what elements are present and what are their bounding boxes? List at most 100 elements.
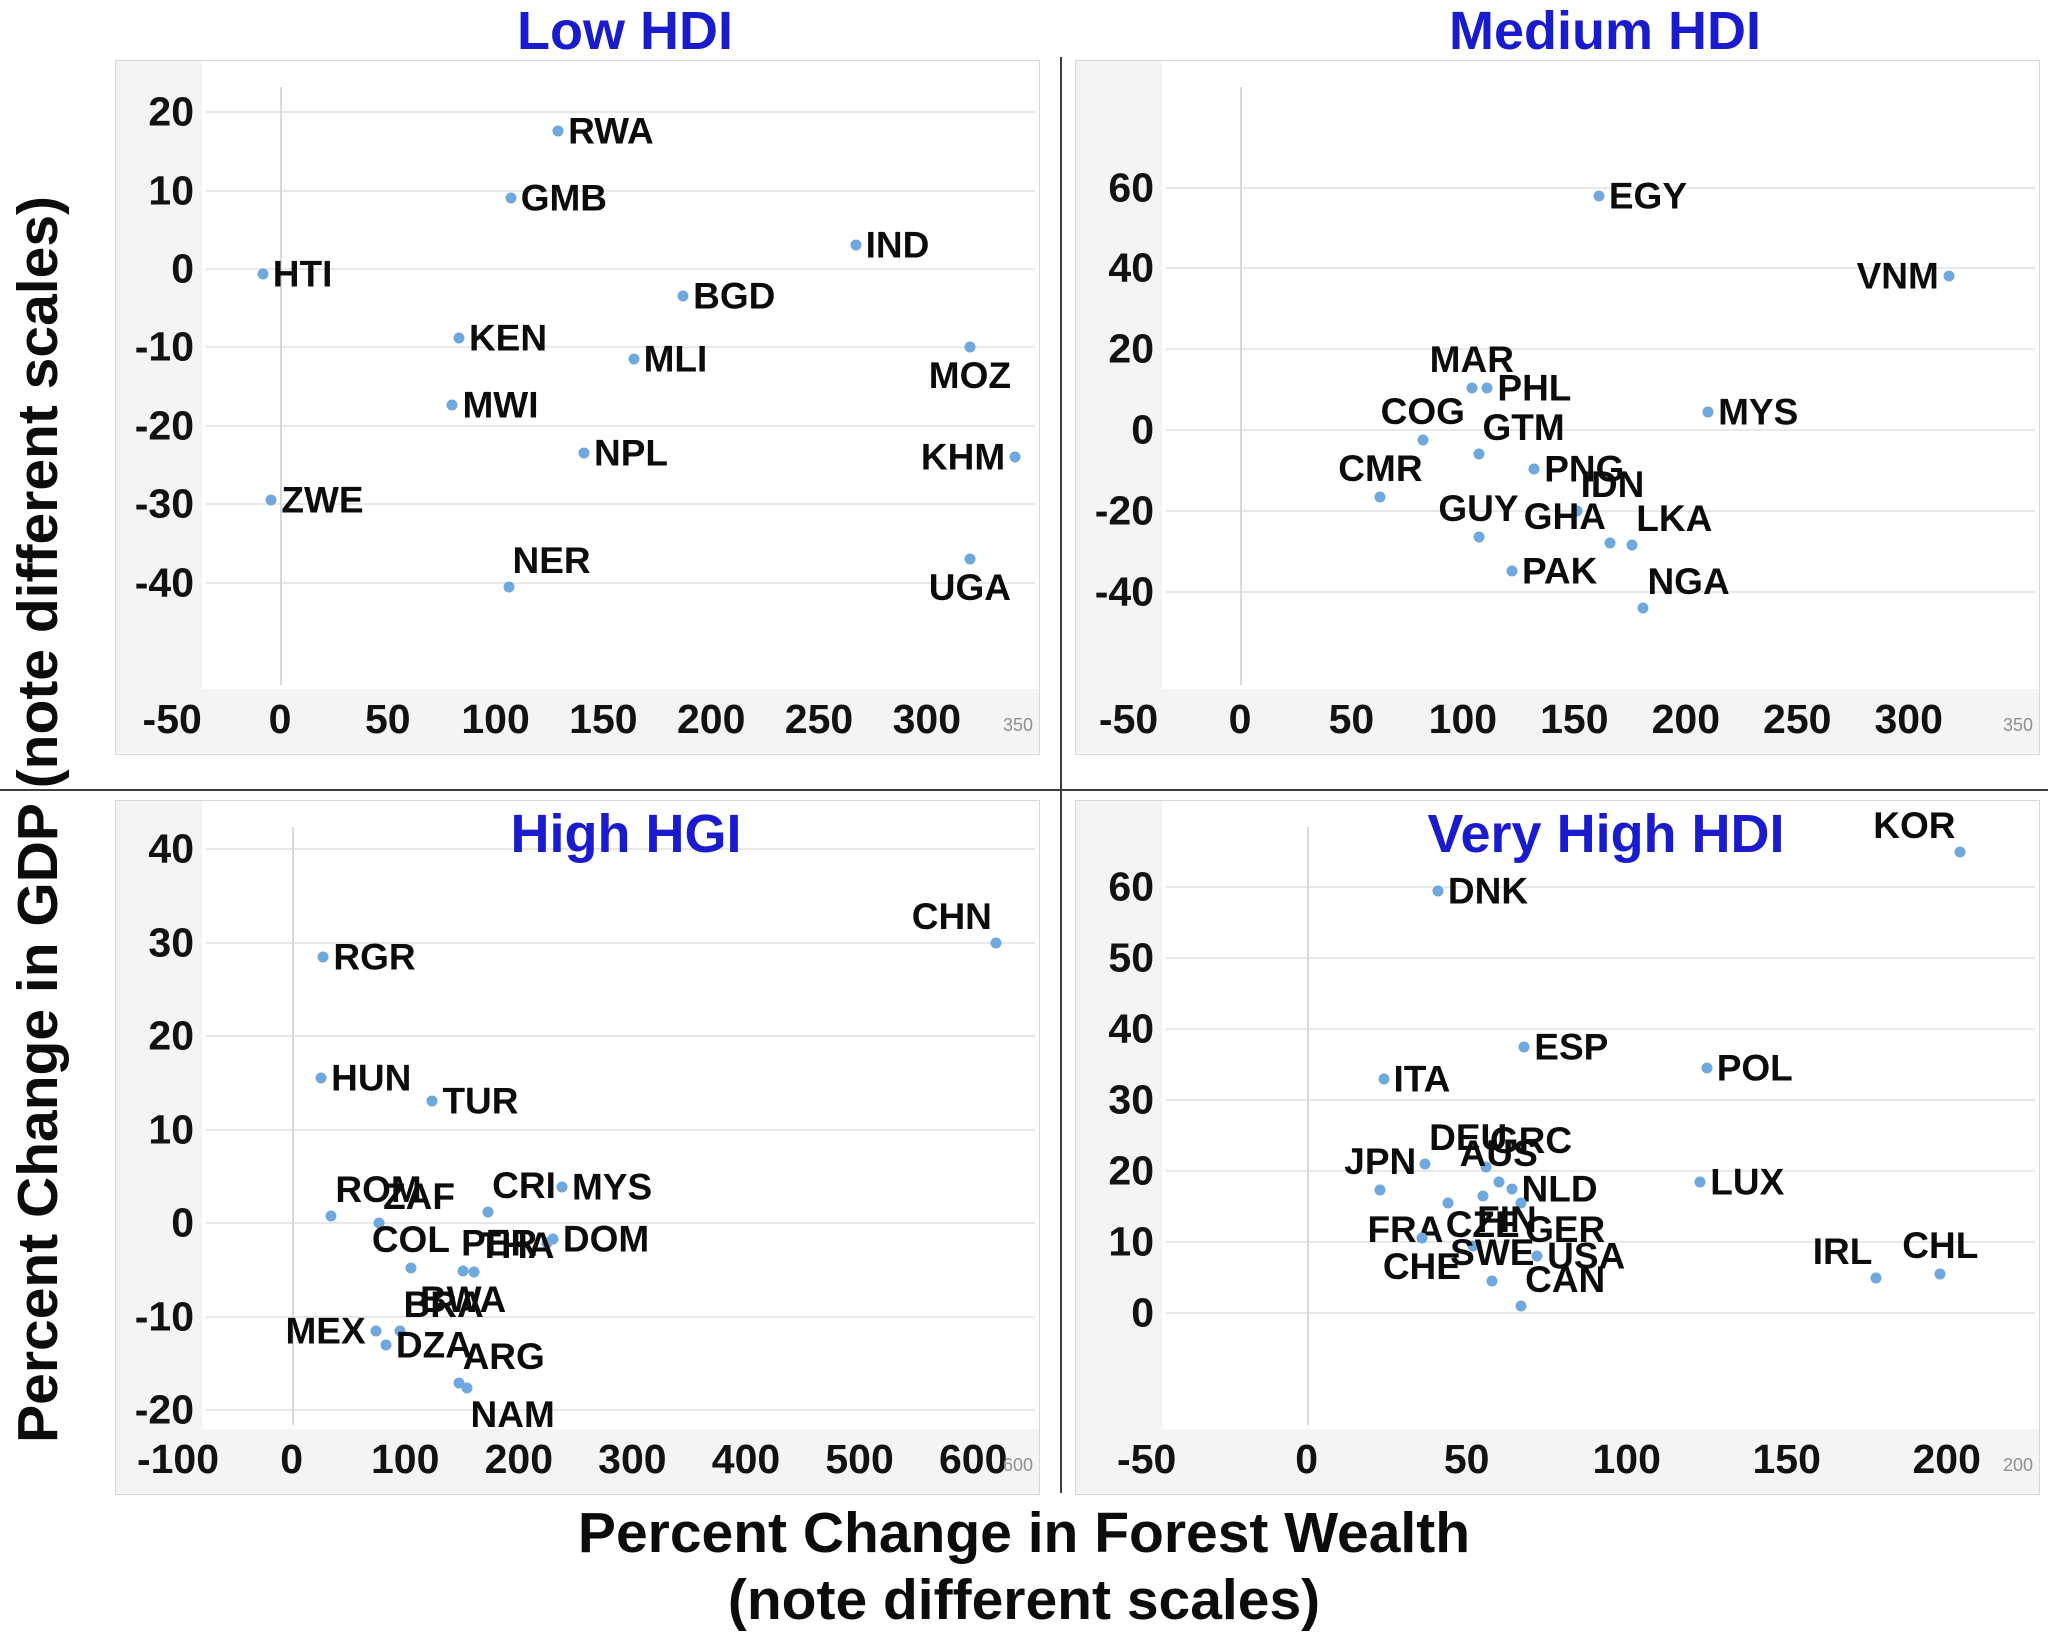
point-label: CMR bbox=[1338, 448, 1423, 490]
data-point bbox=[453, 332, 465, 344]
point-label: ZWE bbox=[281, 479, 364, 521]
panel-medium-hdi: 60 40 20 0 -20 -40 -50 0 50 100 150 200 250 300 350 EGY… bbox=[1075, 60, 2040, 755]
point-label: NAM bbox=[470, 1393, 555, 1435]
y-axis-title-text: Percent Change in GDP (note different sc… bbox=[6, 195, 70, 1443]
data-point bbox=[325, 1210, 337, 1222]
x-tick-label: -50 bbox=[142, 696, 202, 742]
point-label: CRI bbox=[492, 1164, 556, 1206]
point-label: RWA bbox=[568, 110, 654, 152]
point-label: ARG bbox=[462, 1335, 545, 1377]
data-point bbox=[1702, 406, 1714, 418]
y-axis-band bbox=[1076, 61, 1162, 689]
point-label: LKA bbox=[1636, 498, 1713, 540]
x-tick-label: 400 bbox=[711, 1436, 781, 1482]
zero-vertical-gridline bbox=[1240, 87, 1242, 685]
point-label: CHN bbox=[911, 895, 992, 937]
x-axis-band bbox=[116, 1429, 1039, 1493]
point-label: POL bbox=[1716, 1047, 1793, 1089]
gridline-y--30 bbox=[206, 503, 1035, 506]
y-tick-label: 30 bbox=[1108, 1076, 1154, 1123]
data-point bbox=[1518, 1041, 1530, 1053]
point-label: NER bbox=[512, 539, 591, 581]
data-point bbox=[1432, 885, 1444, 897]
y-tick-label: 20 bbox=[1108, 325, 1154, 372]
point-label: BWA bbox=[419, 1278, 507, 1320]
y-tick-label: 10 bbox=[1108, 1218, 1154, 1265]
point-label: MYS bbox=[571, 1166, 653, 1208]
point-label: MWI bbox=[462, 384, 539, 426]
data-point bbox=[1506, 565, 1518, 577]
y-tick-label: 10 bbox=[148, 1106, 194, 1152]
y-tick-label: -20 bbox=[134, 1386, 194, 1433]
point-label: NGA bbox=[1647, 560, 1730, 602]
point-label: ESP bbox=[1534, 1026, 1609, 1068]
data-point bbox=[257, 268, 269, 280]
point-label: GRC bbox=[1489, 1120, 1573, 1162]
point-label: UGA bbox=[928, 567, 1012, 609]
data-point bbox=[1954, 846, 1965, 857]
data-point bbox=[1528, 463, 1540, 475]
panel-title: Low HDI bbox=[517, 1, 733, 61]
x-tick-label: 100 bbox=[370, 1436, 440, 1482]
point-label: VNM bbox=[1856, 255, 1939, 297]
data-point bbox=[541, 1237, 553, 1249]
point-label: MOZ bbox=[928, 355, 1012, 397]
gridline-y-0 bbox=[206, 268, 1035, 270]
point-label: JPN bbox=[1344, 1141, 1417, 1183]
data-point bbox=[1473, 531, 1484, 543]
gridline-y--20 bbox=[206, 424, 1035, 427]
data-point bbox=[370, 1325, 382, 1337]
gridline-y-40 bbox=[206, 848, 1035, 850]
x-tick-label: -50 bbox=[1117, 1436, 1177, 1482]
data-point bbox=[1477, 1190, 1489, 1202]
gridline-y-0 bbox=[1166, 429, 2035, 431]
zero-vertical-gridline bbox=[291, 827, 294, 1425]
data-point bbox=[1374, 491, 1386, 503]
data-point bbox=[394, 1325, 406, 1337]
gridline-y--20 bbox=[206, 1409, 1035, 1411]
y-tick-label: 20 bbox=[1108, 1147, 1154, 1194]
data-point bbox=[1486, 1275, 1498, 1287]
point-label: MEX bbox=[285, 1310, 366, 1352]
data-point bbox=[1506, 1183, 1517, 1195]
data-point bbox=[1934, 1268, 1946, 1280]
point-label: GMB bbox=[520, 177, 608, 219]
gridline-y-0 bbox=[1166, 1312, 2035, 1314]
data-point bbox=[1481, 382, 1493, 394]
y-tick-label: 40 bbox=[1108, 1005, 1154, 1052]
x-tick-label: 150 bbox=[1752, 1436, 1821, 1482]
point-label: KOR bbox=[1873, 804, 1956, 846]
x-tick-label: 200 bbox=[484, 1436, 554, 1482]
data-point bbox=[373, 1217, 385, 1229]
y-tick-label: 0 bbox=[171, 245, 194, 292]
point-label: IND bbox=[865, 224, 930, 266]
y-axis-title: Percent Change in GDP (note different sc… bbox=[2, 0, 74, 1638]
x-tick-label: 100 bbox=[1592, 1436, 1661, 1482]
x-tick-label: 0 bbox=[280, 1436, 303, 1482]
y-tick-label: -10 bbox=[134, 1293, 194, 1339]
gridline-y-60 bbox=[1166, 886, 2035, 888]
x-tick-label: 600 bbox=[938, 1436, 1008, 1482]
data-point bbox=[317, 951, 329, 963]
point-label: BGD bbox=[693, 275, 776, 317]
data-point bbox=[556, 1181, 568, 1193]
data-point bbox=[482, 1206, 494, 1218]
data-point bbox=[446, 399, 458, 411]
y-tick-label: 40 bbox=[1108, 244, 1154, 291]
y-tick-label: 0 bbox=[1131, 1289, 1154, 1336]
point-label: CAN bbox=[1525, 1258, 1606, 1300]
data-point bbox=[677, 290, 689, 302]
x-axis-title-line1: Percent Change in Forest Wealth bbox=[577, 1501, 1471, 1565]
gridline-y-0 bbox=[206, 1222, 1035, 1224]
row-divider-line bbox=[0, 789, 2048, 791]
data-point bbox=[1473, 448, 1484, 460]
data-point bbox=[1515, 1197, 1527, 1209]
y-tick-label: 30 bbox=[148, 919, 194, 965]
x-tick-label: 200 bbox=[1651, 696, 1721, 742]
point-label: NLD bbox=[1521, 1168, 1598, 1210]
y-tick-label: 40 bbox=[148, 825, 194, 872]
gridline-y-10 bbox=[1166, 1241, 2035, 1243]
point-label: ROM bbox=[335, 1169, 422, 1211]
point-label: DZA bbox=[395, 1324, 472, 1366]
